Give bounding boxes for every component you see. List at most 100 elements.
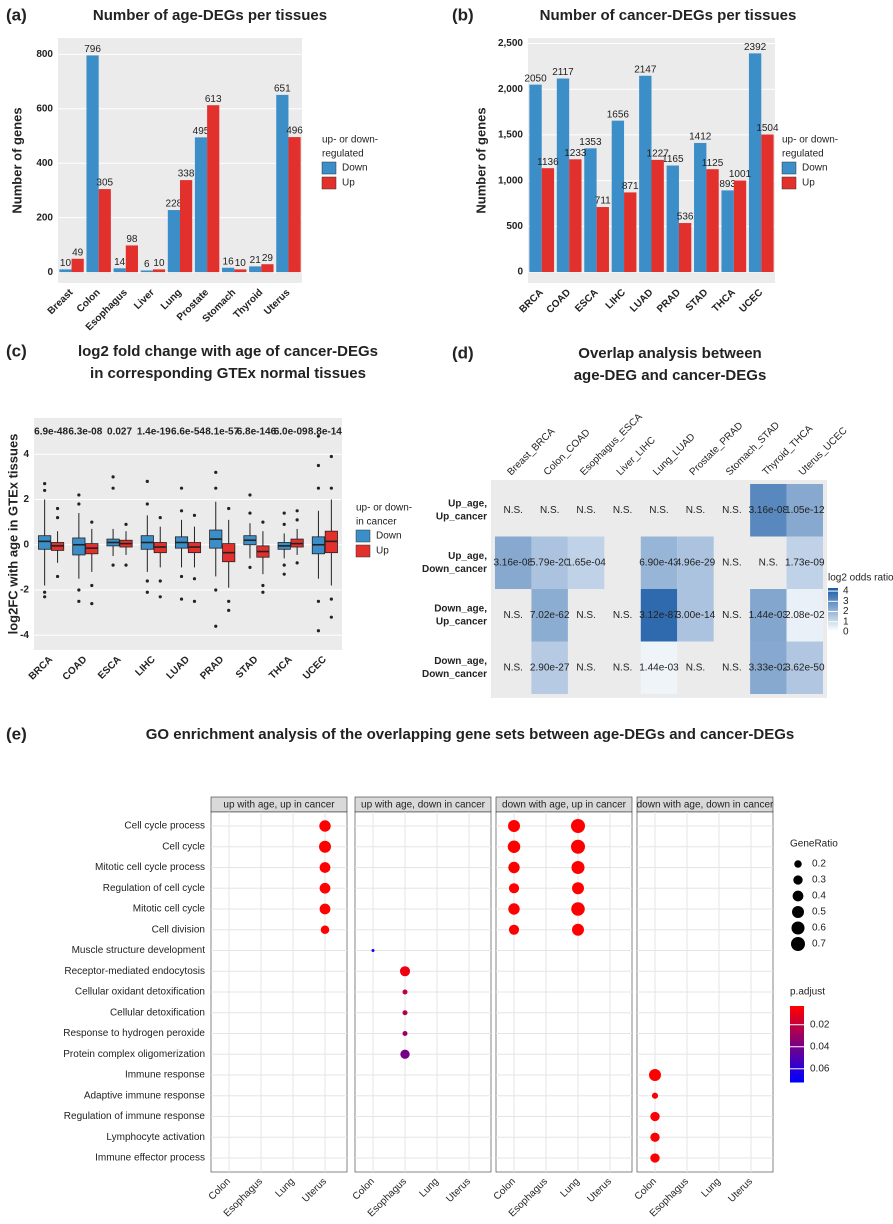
bar [666,165,679,273]
dot [508,903,520,915]
x-tick-label: COAD [61,654,90,683]
cell-label: N.S. [576,662,595,673]
outlier [295,561,299,565]
dot [319,820,331,832]
row-label: Down_age, [434,656,487,667]
x-tick-label: UCEC [737,287,765,315]
panel-label: (d) [452,343,474,362]
legend-swatch [355,529,371,543]
chart-title: Overlap analysis between [578,345,761,362]
colorbar-segment [790,1036,804,1040]
colorbar-segment [828,596,838,600]
outlier [179,597,184,601]
cell-label: N.S. [613,662,632,673]
legend-label: Up [376,546,389,557]
y-tick-label: 500 [506,221,523,232]
x-tick-label: Uterus [300,1176,329,1205]
outlier [214,470,218,474]
data-label: 338 [178,169,195,180]
cell-label: N.S. [722,505,741,516]
cell-label: 6.90e-43 [639,557,679,568]
term-label: Regulation of cell cycle [103,883,206,894]
x-tick-label: Colon [207,1176,233,1202]
colorbar-segment [828,629,838,633]
outlier [158,515,162,520]
cell-label: N.S. [686,505,705,516]
data-label: 1656 [607,109,630,120]
bar [748,53,762,273]
dot [572,882,584,895]
cell-label: 1.44e-03 [749,610,789,621]
colorbar-segment [790,1069,804,1073]
outlier [261,583,265,588]
heatmap-cell [786,589,823,642]
outlier [55,574,60,579]
dot [319,903,331,915]
colorbar-segment [790,1076,804,1080]
colorbar-segment [790,1059,804,1063]
dot [650,1111,660,1122]
x-tick-label: Breast [46,287,76,317]
colorbar-label: 0.06 [810,1063,830,1074]
bar [541,168,555,273]
size-key [791,937,805,951]
outlier [145,479,149,483]
x-tick-label: THCA [710,287,737,314]
data-label: 871 [622,181,639,192]
x-tick-label: LIHC [604,287,628,311]
bar [152,269,166,273]
size-label: 0.4 [812,891,826,902]
colorbar-segment [790,1026,804,1030]
outlier [214,588,218,592]
cell-label: 7.02e-62 [530,610,570,621]
outlier [158,579,162,583]
legend-title: in cancer [356,517,397,528]
heatmap-cell [495,536,532,589]
colorbar-label: 0.04 [810,1041,830,1052]
bar [180,180,193,273]
x-tick-label: THCA [267,654,294,681]
dot [571,860,585,875]
size-key [792,890,804,902]
chart-title: GO enrichment analysis of the overlappin… [146,726,795,743]
x-tick-label: STAD [684,287,711,314]
data-label: 2147 [634,64,657,75]
term-label: Receptor-mediated endocytosis [64,966,205,977]
size-label: 0.5 [812,907,826,918]
legend-title: regulated [782,149,824,160]
x-tick-label: Lung [159,287,184,312]
colorbar-title: log2 odds ratio [828,573,893,584]
x-tick-label: Colon [492,1176,518,1202]
x-tick-label: Lung [417,1176,441,1200]
bar [98,189,111,273]
box [38,535,52,550]
legend-swatch [781,176,797,190]
data-label: 6 [144,259,150,270]
dot [399,966,411,977]
colorbar-segment [828,623,838,626]
outlier [282,522,286,526]
heatmap-cell [786,484,823,537]
legend-label: Down [342,163,368,174]
colorbar-segment [790,1008,804,1012]
bar [624,192,637,273]
colorbar-segment [828,588,838,591]
row-label: Down_age, [434,603,487,614]
size-legend-title: GeneRatio [790,839,838,850]
data-label: 1001 [729,169,752,180]
outlier [77,493,81,497]
cell-label: 1.65e-04 [566,557,606,568]
row-label: Up_cancer [436,511,487,522]
colorbar-segment [828,614,838,618]
bar [584,148,597,273]
heatmap-cell [750,641,787,694]
legend-label: Down [376,531,402,542]
x-tick-label: BRCA [518,287,546,315]
colorbar-segment [790,1064,804,1068]
cell-label: N.S. [576,610,595,621]
data-label: 711 [595,196,611,207]
row-label: Down_cancer [422,669,487,680]
colorbar-segment [828,594,838,598]
legend-title: regulated [322,149,364,160]
